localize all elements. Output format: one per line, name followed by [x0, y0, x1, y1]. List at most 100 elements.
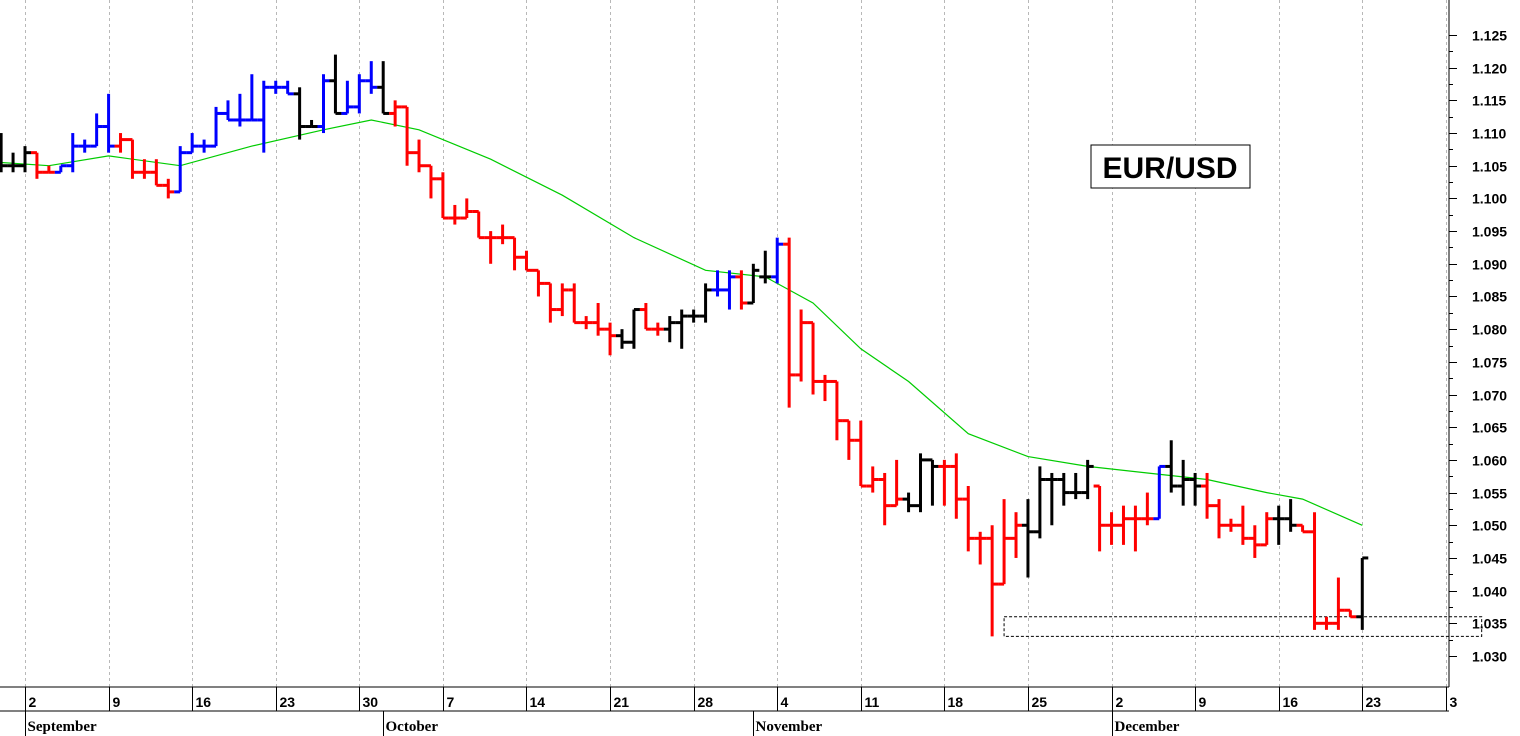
ohlc-bar-61 — [723, 270, 736, 310]
ohlc-bar-83 — [986, 525, 999, 637]
y-tick-label: 1.050 — [1472, 518, 1507, 534]
ohlc-bar-60 — [711, 270, 724, 297]
y-tick-label: 1.070 — [1472, 388, 1507, 404]
axes-layer — [0, 0, 1450, 712]
y-tick-label: 1.075 — [1472, 355, 1507, 371]
ohlc-bar-81 — [962, 486, 975, 552]
ohlc-bar-27 — [317, 74, 330, 134]
ohlc-bar-14 — [162, 178, 175, 199]
ohlc-bar-35 — [413, 139, 426, 173]
y-tick-label: 1.085 — [1472, 289, 1507, 305]
month-label: November — [756, 719, 823, 735]
ohlc-bar-10 — [114, 133, 127, 153]
ohlc-bar-75 — [890, 459, 903, 508]
chart-title-box: EUR/USD — [1090, 144, 1251, 189]
month-label: December — [1115, 719, 1180, 735]
ohlc-bar-90 — [1069, 472, 1082, 500]
ohlc-bar-106 — [1260, 512, 1273, 547]
ohlc-bar-87 — [1033, 466, 1046, 539]
ohlc-bar-78 — [926, 458, 939, 506]
ohlc-bar-49 — [580, 316, 593, 330]
ohlc-bar-22 — [257, 80, 270, 153]
ohlc-bar-109 — [1296, 523, 1309, 534]
ohlc-bar-52 — [616, 329, 628, 349]
ohlc-bar-73 — [866, 466, 879, 493]
ohlc-bar-70 — [830, 379, 843, 441]
ohlc-bar-43 — [508, 236, 521, 271]
ohlc-bar-31 — [365, 61, 378, 94]
ohlc-bar-107 — [1272, 505, 1285, 545]
ohlc-bar-110 — [1308, 512, 1321, 630]
ohlc-bar-7 — [78, 139, 91, 153]
x-tick-label: 28 — [698, 694, 714, 710]
y-tick-label: 1.040 — [1472, 584, 1507, 600]
ohlc-bar-51 — [604, 322, 617, 356]
ohlc-bar-12 — [138, 159, 151, 179]
ohlc-bar-69 — [818, 374, 831, 402]
ohlc-bar-95 — [1129, 505, 1142, 552]
ohlc-bar-37 — [436, 172, 449, 220]
x-tick-label: 7 — [447, 694, 455, 710]
ohlc-bar-24 — [281, 80, 294, 96]
ohlc-bar-105 — [1248, 525, 1261, 558]
ohlc-bar-30 — [353, 74, 366, 114]
ohlc-bar-16 — [186, 133, 199, 155]
x-tick-label: 9 — [1199, 694, 1207, 710]
ohlc-bar-15 — [174, 146, 187, 194]
y-tick-label: 1.115 — [1472, 93, 1506, 109]
ohlc-bar-112 — [1332, 577, 1345, 630]
x-tick-label: 3 — [1450, 694, 1458, 710]
y-tick-label: 1.100 — [1472, 191, 1507, 207]
ohlc-bar-38 — [448, 204, 461, 225]
ohlc-bar-79 — [938, 459, 951, 506]
support-zone-box — [1003, 616, 1483, 637]
ohlc-bar-93 — [1105, 512, 1118, 545]
x-tick-label: 21 — [614, 694, 630, 710]
ohlc-bar-89 — [1057, 472, 1070, 506]
ohlc-bar-102 — [1213, 499, 1225, 539]
ohlc-bar-56 — [663, 316, 676, 343]
ohlc-bar-45 — [532, 268, 545, 297]
ohlc-bar-11 — [126, 138, 139, 179]
ohlc-bar-66 — [783, 237, 796, 408]
ohlc-bar-19 — [221, 100, 234, 122]
ohlc-bar-64 — [759, 250, 772, 284]
ohlc-bar-100 — [1189, 472, 1202, 506]
ohlc-bar-1 — [7, 152, 20, 173]
ohlc-bar-65 — [771, 237, 784, 284]
x-tick-label: 9 — [113, 694, 121, 710]
ohlc-bar-114 — [1356, 556, 1369, 630]
y-tick-label: 1.055 — [1472, 486, 1507, 502]
ohlc-bar-55 — [651, 322, 664, 336]
ohlc-bar-9 — [102, 93, 115, 153]
y-tick-label: 1.125 — [1472, 28, 1507, 44]
ohlc-bar-59 — [699, 283, 712, 323]
ohlc-bar-13 — [150, 159, 163, 187]
ohlc-bar-20 — [233, 93, 246, 127]
ohlc-bar-33 — [389, 100, 402, 127]
ohlc-bar-48 — [568, 283, 581, 325]
ohlc-bar-108 — [1284, 499, 1297, 532]
ohlc-bar-96 — [1141, 492, 1154, 526]
moving-average-layer — [1, 119, 1363, 526]
y-tick-label: 1.095 — [1472, 224, 1507, 240]
ohlc-bar-74 — [878, 472, 891, 526]
x-tick-label: 16 — [196, 694, 212, 710]
y-axis-ticks: 1.030 1.035 1.040 1.045 1.050 1.055 1.060 1.065… — [1449, 28, 1507, 665]
ohlc-bar-28 — [329, 54, 342, 115]
support-zone-layer — [1003, 616, 1483, 637]
ohlc-bar-39 — [460, 198, 473, 220]
y-tick-label: 1.035 — [1472, 616, 1507, 632]
chart-title-frame — [1090, 144, 1251, 189]
ohlc-bar-4 — [42, 165, 55, 174]
x-tick-label: 2 — [29, 694, 37, 710]
ohlc-bar-57 — [675, 309, 688, 349]
ohlc-bar-53 — [627, 308, 640, 349]
ohlc-bar-68 — [807, 321, 820, 395]
ohlc-bar-42 — [496, 224, 509, 245]
x-tick-label: 25 — [1032, 694, 1048, 710]
y-tick-label: 1.110 — [1472, 126, 1506, 142]
vertical-gridlines — [25, 0, 1447, 687]
ohlc-bar-104 — [1236, 505, 1249, 545]
